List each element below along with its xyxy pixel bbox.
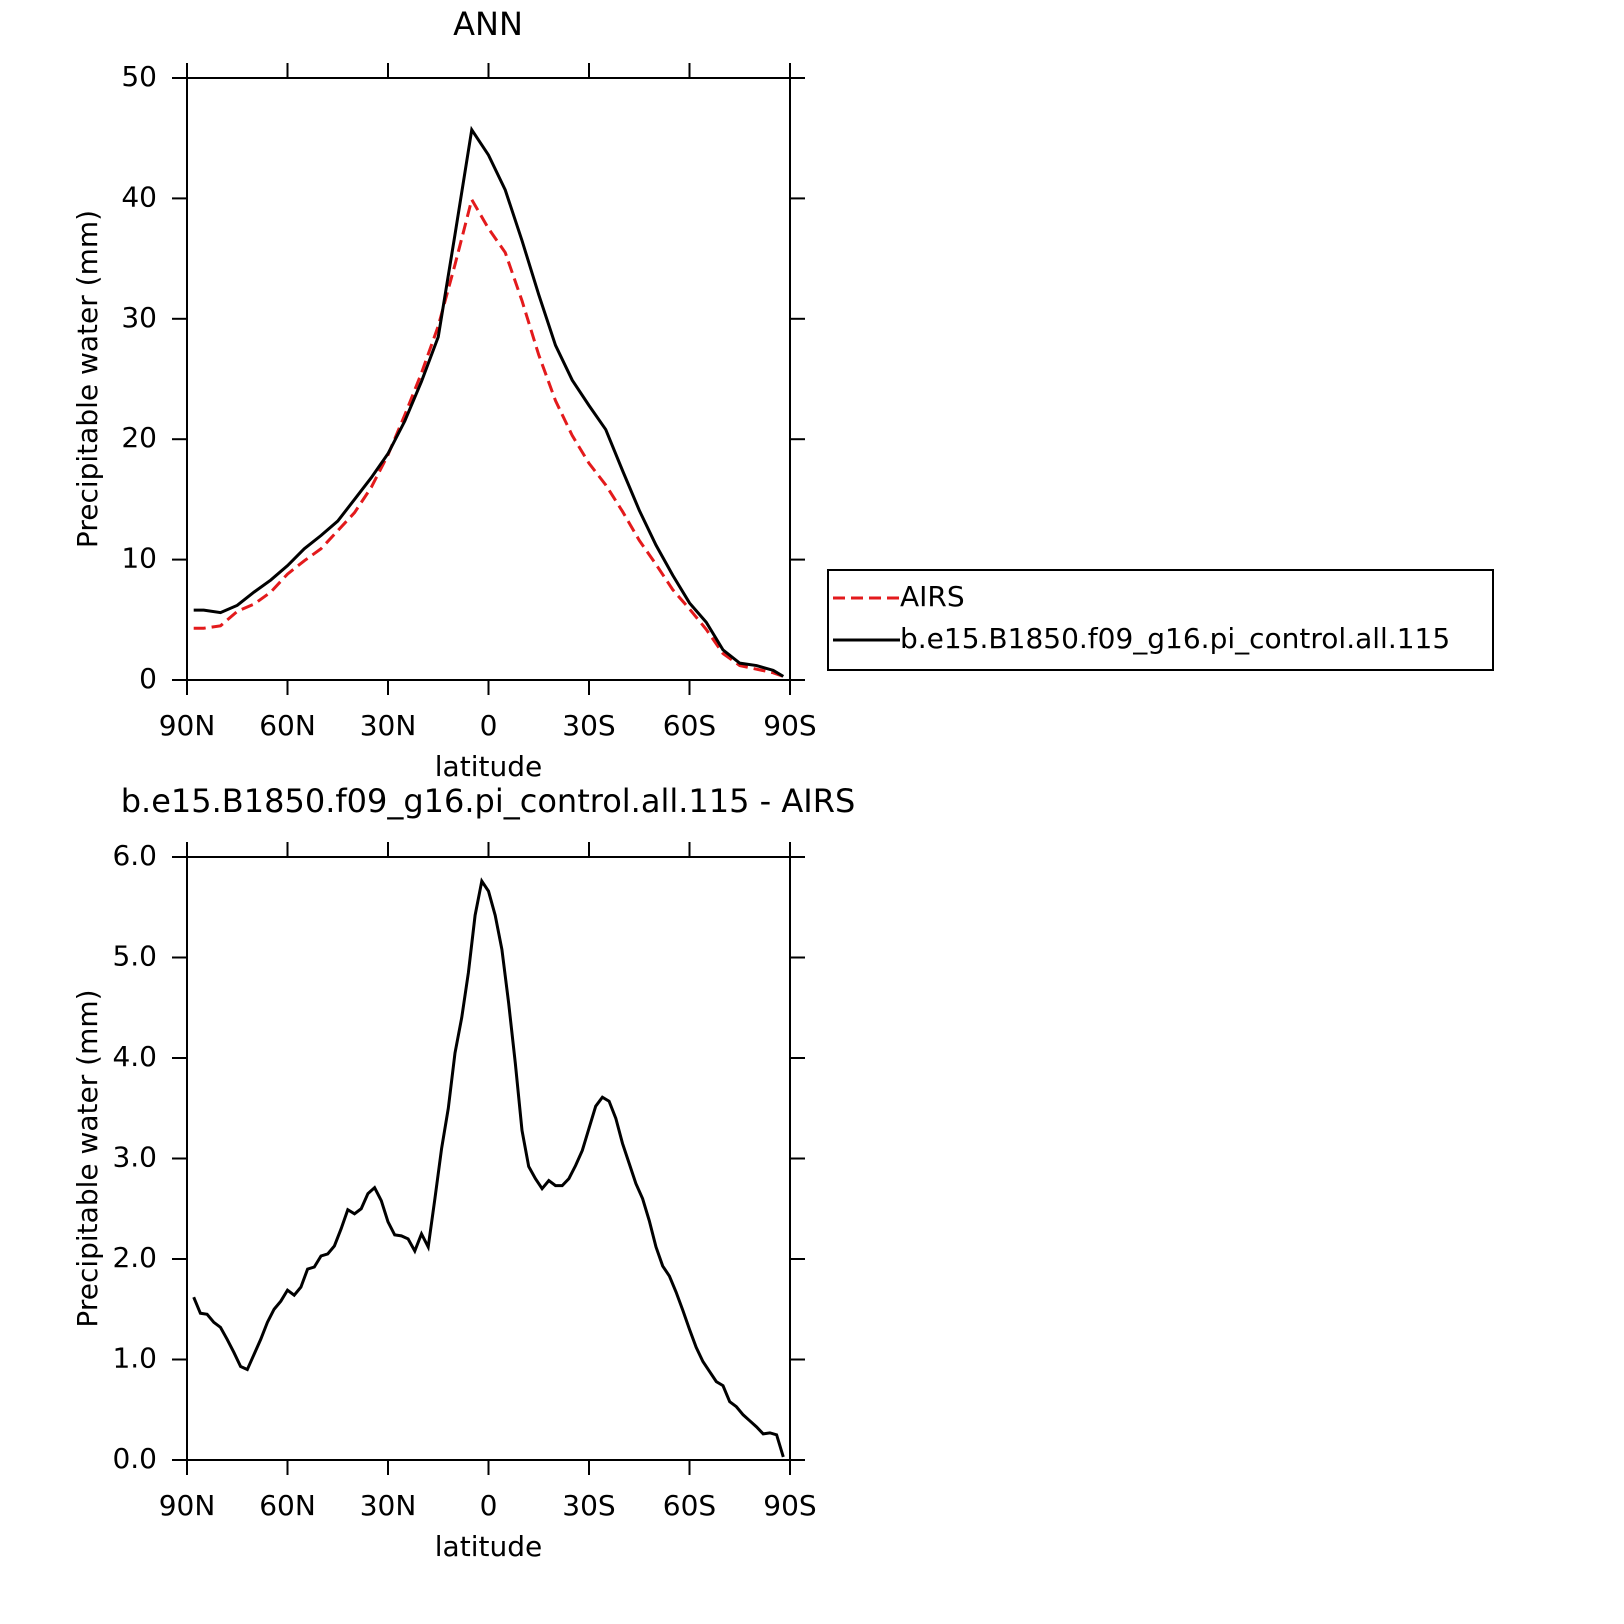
legend-label: b.e15.B1850.f09_g16.pi_control.all.115 xyxy=(900,622,1450,655)
y-tick-label: 4.0 xyxy=(112,1040,157,1073)
y-tick-label: 1.0 xyxy=(112,1342,157,1375)
x-tick-label: 30N xyxy=(360,1489,417,1522)
x-axis-label: latitude xyxy=(435,750,542,783)
y-tick-label: 5.0 xyxy=(112,940,157,973)
data-line xyxy=(192,877,785,1458)
x-tick-label: 60S xyxy=(663,709,716,742)
y-axis-label: Precipitable water (mm) xyxy=(71,210,104,548)
plot-frame xyxy=(186,77,791,681)
x-tick-label: 90N xyxy=(159,709,216,742)
y-tick-label: 50 xyxy=(121,60,157,93)
x-tick-label: 60S xyxy=(663,1489,716,1522)
y-tick-label: 0 xyxy=(139,662,157,695)
x-tick-label: 30S xyxy=(562,1489,615,1522)
y-tick-label: 10 xyxy=(121,542,157,575)
y-tick-label: 2.0 xyxy=(112,1241,157,1274)
x-tick-label: 60N xyxy=(259,1489,316,1522)
y-tick-label: 40 xyxy=(121,180,157,213)
x-tick-label: 60N xyxy=(259,709,316,742)
y-axis-label: Precipitable water (mm) xyxy=(71,989,104,1327)
x-tick-label: 90S xyxy=(763,709,816,742)
x-tick-label: 90N xyxy=(159,1489,216,1522)
x-tick-label: 0 xyxy=(480,709,498,742)
y-tick-label: 20 xyxy=(121,421,157,454)
x-tick-label: 90S xyxy=(763,1489,816,1522)
chart-title: ANN xyxy=(453,5,523,43)
data-line xyxy=(193,195,784,678)
y-tick-label: 30 xyxy=(121,301,157,334)
x-axis-label: latitude xyxy=(435,1530,542,1563)
y-tick-label: 3.0 xyxy=(112,1141,157,1174)
plot-frame xyxy=(186,856,791,1461)
x-tick-label: 0 xyxy=(480,1489,498,1522)
legend-label: AIRS xyxy=(900,580,965,613)
x-tick-label: 30S xyxy=(562,709,615,742)
data-line xyxy=(193,125,785,678)
x-tick-label: 30N xyxy=(360,709,417,742)
chart-title: b.e15.B1850.f09_g16.pi_control.all.115 -… xyxy=(121,782,856,820)
legend-box xyxy=(827,569,1494,671)
y-tick-label: 6.0 xyxy=(112,839,157,872)
y-tick-label: 0.0 xyxy=(112,1442,157,1475)
